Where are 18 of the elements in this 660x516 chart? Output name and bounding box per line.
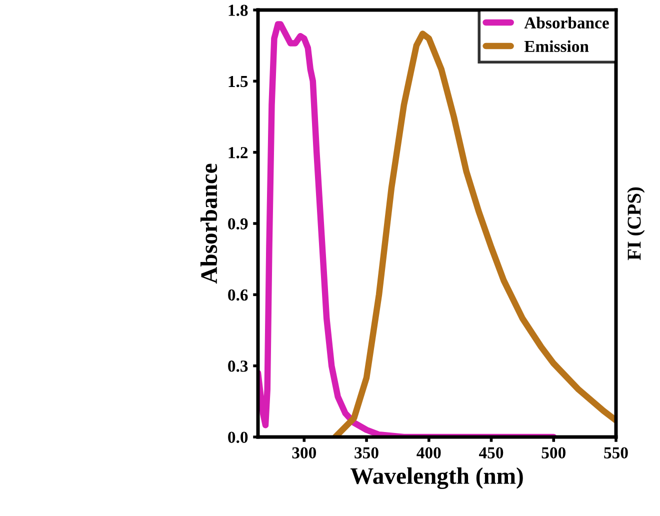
legend-label: Absorbance [524,16,609,28]
y-tick-label: 1.2 [228,147,248,158]
y-tick-label: 1.8 [228,4,248,16]
y-tick-label: 0.3 [228,360,248,372]
x-tick-label: 500 [542,447,566,458]
x-tick-label: 350 [354,447,378,458]
y-tick-label: 1.5 [228,76,248,88]
y2-axis-title: FI (CPS) [627,187,645,260]
legend-label: Emission [524,40,589,52]
x-axis-title: Wavelength (nm) [350,467,523,489]
x-tick-label: 400 [416,447,441,458]
x-tick-label: 450 [478,447,504,458]
y-tick-label: 0.9 [228,218,248,230]
x-tick-label: 550 [604,447,628,458]
y-axis-title: Absorbance [200,164,218,284]
x-tick-label: 300 [292,447,316,458]
y-tick-label: 0.6 [228,289,248,301]
y-tick-label: 0.0 [228,432,248,444]
